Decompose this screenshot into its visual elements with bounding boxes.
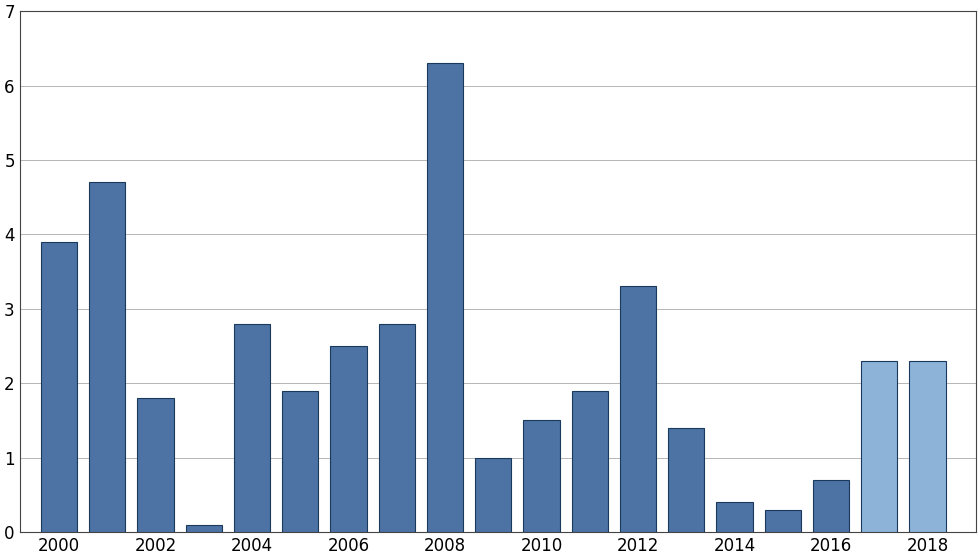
Bar <box>475 458 512 532</box>
Bar <box>282 391 318 532</box>
Bar <box>523 420 560 532</box>
Bar <box>813 480 849 532</box>
Bar <box>909 361 946 532</box>
Bar <box>330 346 367 532</box>
Bar <box>185 524 221 532</box>
Bar <box>234 324 270 532</box>
Bar <box>861 361 898 532</box>
Bar <box>620 286 657 532</box>
Bar <box>764 510 801 532</box>
Bar <box>137 398 173 532</box>
Bar <box>427 63 464 532</box>
Bar <box>89 182 125 532</box>
Bar <box>378 324 415 532</box>
Bar <box>668 428 705 532</box>
Bar <box>41 242 77 532</box>
Bar <box>571 391 608 532</box>
Bar <box>716 502 753 532</box>
